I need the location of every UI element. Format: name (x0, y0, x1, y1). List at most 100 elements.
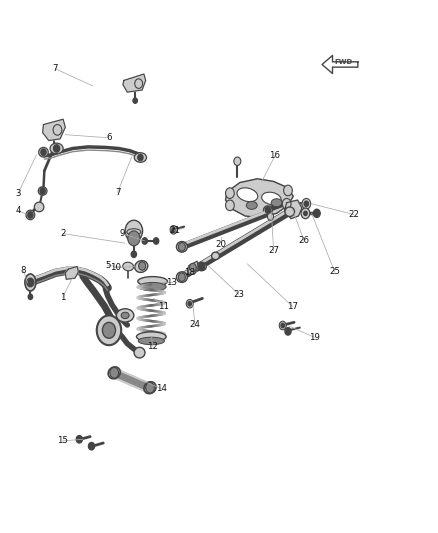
Circle shape (170, 225, 177, 234)
Circle shape (28, 294, 32, 300)
Ellipse shape (121, 312, 129, 319)
Circle shape (279, 321, 286, 330)
Circle shape (128, 231, 140, 246)
Text: 12: 12 (147, 342, 158, 351)
Circle shape (76, 435, 82, 443)
Circle shape (186, 300, 193, 308)
Circle shape (188, 302, 191, 306)
Circle shape (285, 328, 291, 335)
Ellipse shape (138, 277, 167, 286)
Ellipse shape (26, 210, 35, 220)
Circle shape (138, 155, 143, 161)
Text: 26: 26 (299, 237, 310, 246)
Text: 18: 18 (184, 269, 195, 277)
Text: 23: 23 (233, 289, 244, 298)
Circle shape (284, 185, 292, 196)
Circle shape (40, 188, 45, 194)
Ellipse shape (144, 382, 156, 394)
Text: 14: 14 (156, 384, 167, 393)
Circle shape (41, 149, 46, 156)
Ellipse shape (246, 201, 257, 209)
Text: 6: 6 (106, 133, 112, 142)
Circle shape (142, 238, 148, 244)
Circle shape (133, 98, 138, 103)
Text: 1: 1 (60, 293, 65, 302)
Circle shape (178, 273, 185, 281)
Text: 9: 9 (120, 229, 125, 238)
Text: 10: 10 (110, 263, 120, 272)
Ellipse shape (38, 187, 47, 195)
Ellipse shape (108, 367, 120, 379)
Ellipse shape (197, 262, 206, 271)
Circle shape (302, 198, 311, 209)
Ellipse shape (34, 202, 44, 212)
Circle shape (281, 324, 285, 328)
Polygon shape (322, 55, 358, 74)
Circle shape (265, 207, 271, 213)
Text: 17: 17 (287, 302, 298, 311)
Circle shape (226, 200, 234, 211)
Text: 25: 25 (329, 268, 340, 276)
Ellipse shape (177, 272, 187, 282)
Circle shape (301, 208, 310, 219)
Circle shape (198, 263, 205, 270)
Text: 24: 24 (190, 320, 201, 329)
Circle shape (304, 201, 308, 206)
Ellipse shape (264, 206, 272, 214)
Text: 2: 2 (60, 229, 65, 238)
Text: 13: 13 (166, 278, 177, 287)
Circle shape (125, 220, 143, 241)
Circle shape (88, 442, 95, 450)
Ellipse shape (134, 348, 145, 358)
Polygon shape (123, 74, 146, 92)
Polygon shape (65, 266, 78, 279)
Circle shape (268, 213, 274, 220)
Ellipse shape (271, 199, 282, 207)
Circle shape (53, 145, 60, 152)
Polygon shape (42, 119, 65, 141)
Circle shape (102, 322, 116, 338)
Ellipse shape (25, 274, 36, 291)
Circle shape (131, 251, 137, 257)
Ellipse shape (123, 262, 134, 271)
Text: 15: 15 (57, 437, 68, 446)
Circle shape (97, 316, 121, 345)
Text: 8: 8 (21, 266, 26, 275)
Circle shape (226, 188, 234, 198)
Text: 19: 19 (309, 333, 320, 342)
Circle shape (135, 79, 143, 88)
Ellipse shape (139, 282, 166, 291)
Circle shape (52, 147, 57, 152)
Ellipse shape (285, 207, 294, 216)
Circle shape (234, 157, 241, 165)
Text: 16: 16 (269, 151, 280, 160)
Text: 20: 20 (215, 240, 227, 249)
Circle shape (146, 382, 154, 393)
Text: 3: 3 (15, 189, 21, 198)
Text: 21: 21 (169, 226, 180, 235)
Ellipse shape (138, 337, 164, 345)
Circle shape (27, 278, 34, 287)
Circle shape (53, 125, 62, 135)
Ellipse shape (212, 252, 219, 260)
Text: 7: 7 (53, 64, 58, 73)
Circle shape (178, 243, 185, 251)
Polygon shape (187, 261, 198, 274)
Ellipse shape (135, 261, 148, 272)
Ellipse shape (127, 229, 141, 235)
Ellipse shape (50, 143, 63, 154)
Text: 22: 22 (348, 210, 359, 219)
Circle shape (313, 209, 320, 217)
Text: 27: 27 (268, 246, 279, 255)
Circle shape (139, 262, 146, 270)
Polygon shape (226, 179, 293, 217)
Text: 7: 7 (115, 188, 120, 197)
Text: FWD: FWD (335, 59, 353, 65)
Text: 5: 5 (105, 261, 110, 270)
Circle shape (28, 212, 33, 218)
Circle shape (283, 198, 291, 209)
Text: 4: 4 (15, 206, 21, 215)
Ellipse shape (237, 188, 258, 201)
Ellipse shape (117, 309, 134, 322)
Ellipse shape (261, 192, 281, 205)
